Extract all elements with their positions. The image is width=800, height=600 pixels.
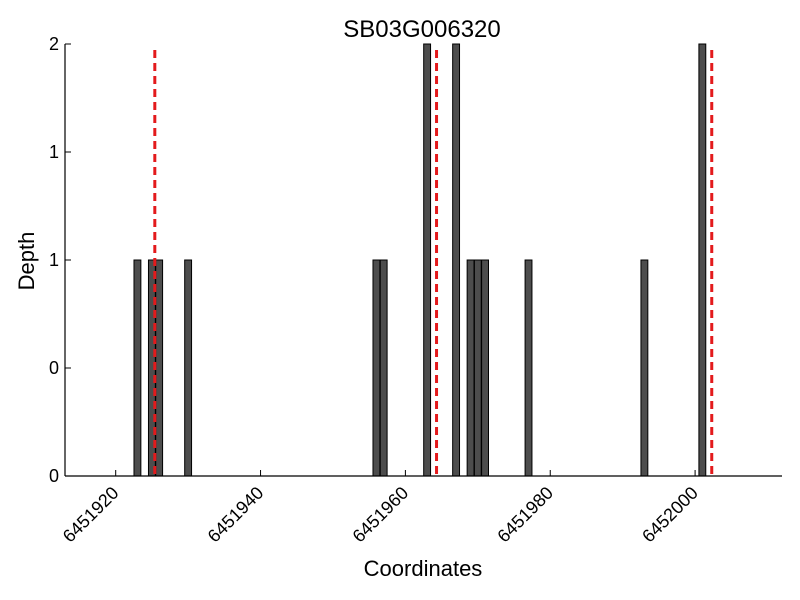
x-tick-label-3: 6451980 — [493, 483, 557, 547]
y-tick-label-3: 1 — [49, 142, 59, 162]
chart-title: SB03G006320 — [343, 16, 500, 43]
y-tick-label-0: 0 — [49, 466, 59, 486]
x-ticks-group: 6451920 6451940 6451960 6451980 6452000 — [59, 470, 702, 546]
depth-bar-6 — [423, 43, 432, 477]
depth-bar-12 — [640, 259, 649, 477]
depth-bar-8 — [466, 259, 475, 477]
bars-group — [133, 43, 707, 477]
x-tick-label-0: 6451920 — [59, 483, 123, 547]
depth-bar-2 — [155, 259, 164, 477]
y-ticks-group: 0 0 1 1 2 — [49, 34, 71, 486]
depth-bar-10 — [481, 259, 490, 477]
depth-bar-0 — [133, 259, 142, 477]
x-tick-label-4: 6452000 — [638, 483, 702, 547]
depth-bar-13 — [698, 43, 707, 477]
x-tick-label-1: 6451940 — [204, 483, 268, 547]
depth-bar-3 — [184, 259, 193, 477]
y-tick-label-2: 1 — [49, 250, 59, 270]
y-tick-label-1: 0 — [49, 358, 59, 378]
x-tick-label-2: 6451960 — [349, 483, 413, 547]
depth-bar-7 — [452, 43, 461, 477]
depth-bar-5 — [379, 259, 388, 477]
y-axis-label: Depth — [14, 232, 39, 291]
x-axis-label: Coordinates — [364, 556, 483, 581]
depth-bar-4 — [372, 259, 381, 477]
depth-bar-11 — [524, 259, 533, 477]
markers-group — [153, 50, 714, 476]
y-tick-label-4: 2 — [49, 34, 59, 54]
depth-bar-9 — [473, 259, 482, 477]
